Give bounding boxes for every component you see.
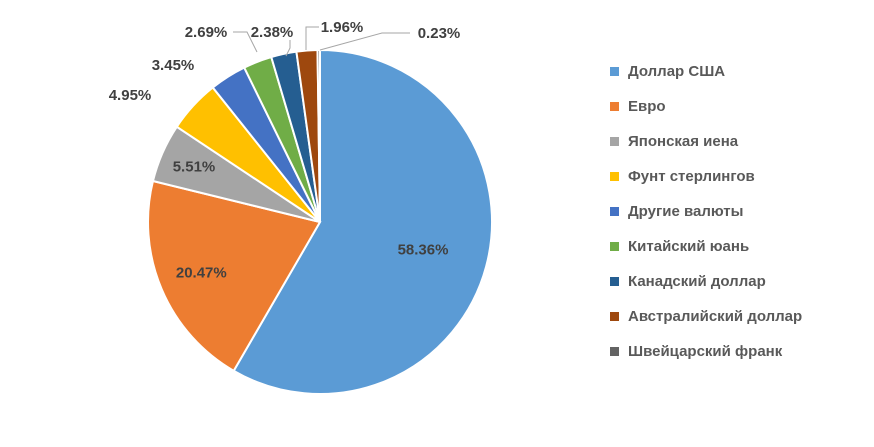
legend-label: Канадский доллар <box>628 273 766 290</box>
legend-swatch <box>610 137 619 146</box>
legend-item: Фунт стерлингов <box>610 159 802 194</box>
legend-item: Доллар США <box>610 54 802 89</box>
legend-swatch <box>610 172 619 181</box>
data-label: 4.95% <box>109 87 152 104</box>
legend-label: Японская иена <box>628 133 739 150</box>
pie-slices <box>147 48 493 395</box>
data-label: 3.45% <box>152 57 195 74</box>
legend-swatch <box>610 207 619 216</box>
legend-item: Австралийский доллар <box>610 299 802 334</box>
legend-swatch <box>610 102 619 111</box>
pie-slice <box>147 179 322 373</box>
data-label: 20.47% <box>176 265 227 282</box>
legend-item: Китайский юань <box>610 229 802 264</box>
legend-swatch <box>610 242 619 251</box>
data-label: 5.51% <box>173 159 216 176</box>
legend-label: Австралийский доллар <box>628 308 803 325</box>
leader-line <box>305 26 319 50</box>
data-label: 0.23% <box>418 25 461 42</box>
legend-item: Евро <box>610 89 802 124</box>
legend-item: Другие валюты <box>610 194 802 229</box>
legend-label: Фунт стерлингов <box>628 168 755 185</box>
leader-lines <box>233 26 410 57</box>
leader-line <box>319 32 410 51</box>
data-label: 2.38% <box>251 24 294 41</box>
leader-line <box>285 40 291 57</box>
legend-label: Швейцарский франк <box>628 343 783 360</box>
legend-item: Швейцарский франк <box>610 334 802 369</box>
legend-label: Другие валюты <box>628 203 744 220</box>
data-labels: 58.36% 20.47% 5.51% 4.95%3.45% 2.69% 2.38% 1.9… <box>109 19 461 282</box>
legend-swatch <box>610 277 619 286</box>
data-label: 58.36% <box>398 242 449 259</box>
legend-swatch <box>610 67 619 76</box>
pie-slice <box>316 48 321 223</box>
legend: Доллар США Евро Японская иена Фунт стерлинг… <box>610 54 802 369</box>
legend-swatch <box>610 347 619 356</box>
data-label: 2.69% <box>185 24 228 41</box>
leader-line <box>233 31 258 53</box>
legend-label: Доллар США <box>628 63 726 80</box>
pie-slice <box>232 48 493 395</box>
legend-item: Японская иена <box>610 124 802 159</box>
legend-swatch <box>610 312 619 321</box>
data-label: 1.96% <box>321 19 364 36</box>
legend-label: Евро <box>628 98 666 115</box>
legend-label: Китайский юань <box>628 238 750 255</box>
legend-item: Канадский доллар <box>610 264 802 299</box>
